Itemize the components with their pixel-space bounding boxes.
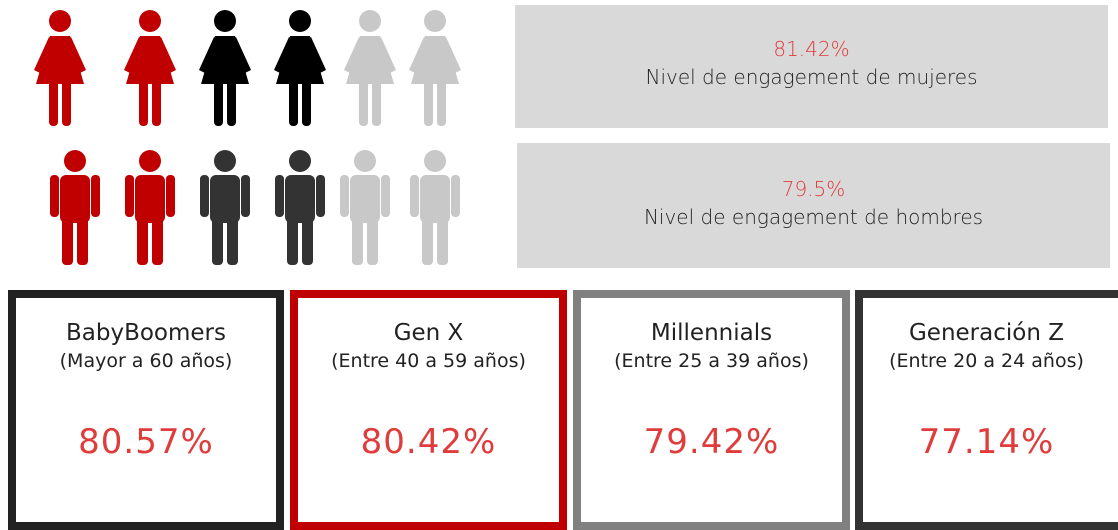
- generation-value: 79.42%: [643, 422, 780, 462]
- generation-card: Millennials (Entre 25 a 39 años) 79.42%: [573, 290, 850, 530]
- generation-card: Generación Z (Entre 20 a 24 años) 77.14%: [855, 290, 1118, 530]
- generation-name: Generación Z: [908, 320, 1064, 346]
- infographic: 81.42% Nivel de engagement de mujeres 79…: [8, 5, 1118, 530]
- women-label: Nivel de engagement de mujeres: [645, 65, 978, 89]
- male-icons: [50, 150, 460, 265]
- generation-value: 80.57%: [78, 422, 214, 462]
- generation-name: BabyBoomers: [65, 320, 226, 346]
- generation-card: BabyBoomers (Mayor a 60 años) 80.57%: [8, 290, 284, 530]
- men-card: 79.5% Nivel de engagement de hombres: [517, 143, 1110, 268]
- generation-value: 80.42%: [360, 422, 497, 462]
- generation-range: (Entre 40 a 59 años): [331, 350, 526, 372]
- generation-value: 77.14%: [918, 422, 1055, 462]
- men-value: 79.5%: [781, 177, 846, 201]
- generation-range: (Entre 20 a 24 años): [889, 350, 1084, 372]
- generation-range: (Mayor a 60 años): [59, 350, 233, 372]
- women-value: 81.42%: [773, 37, 850, 61]
- generation-name: Gen X: [393, 320, 464, 346]
- women-card: 81.42% Nivel de engagement de mujeres: [515, 5, 1108, 128]
- generation-card: Gen X (Entre 40 a 59 años) 80.42%: [290, 290, 567, 530]
- pictograms: [34, 10, 461, 265]
- generation-name: Millennials: [650, 320, 773, 346]
- female-icons: [34, 10, 461, 126]
- generation-range: (Entre 25 a 39 años): [614, 350, 809, 372]
- men-label: Nivel de engagement de hombres: [643, 205, 984, 229]
